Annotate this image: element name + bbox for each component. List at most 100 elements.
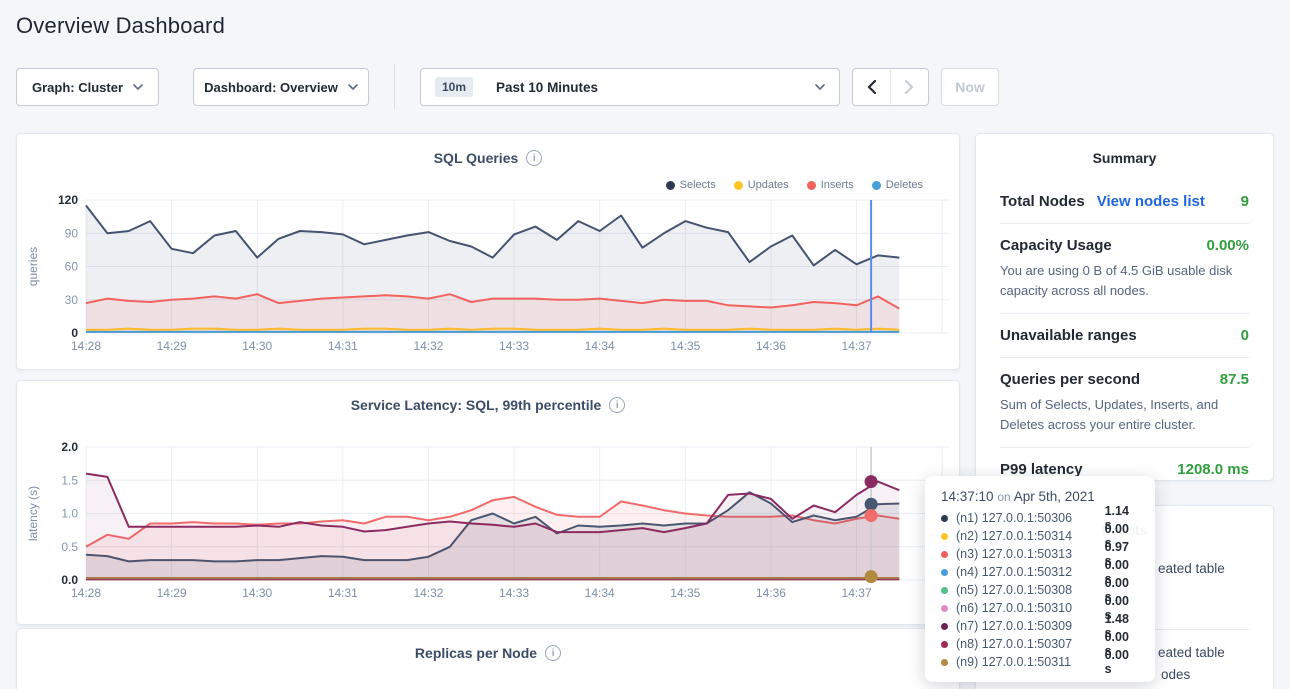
svg-text:14:37: 14:37 <box>842 586 872 600</box>
time-prev-button[interactable] <box>852 68 891 106</box>
chevron-down-icon <box>815 84 825 90</box>
sql-queries-card: SQL Queries i Selects Updates Inserts De… <box>16 133 960 370</box>
svg-text:1.0: 1.0 <box>61 507 78 521</box>
chevron-left-icon <box>867 80 876 94</box>
series-dot <box>941 641 948 648</box>
time-range-picker[interactable]: 10m Past 10 Minutes <box>420 68 840 106</box>
chevron-down-icon <box>348 84 358 90</box>
svg-text:14:36: 14:36 <box>756 586 786 600</box>
svg-text:14:34: 14:34 <box>585 586 615 600</box>
svg-text:14:30: 14:30 <box>242 586 272 600</box>
series-dot <box>941 533 948 540</box>
svg-text:14:35: 14:35 <box>670 586 700 600</box>
series-dot <box>666 181 675 190</box>
unavailable-ranges-label: Unavailable ranges <box>1000 327 1137 344</box>
info-icon[interactable]: i <box>609 397 625 413</box>
series-dot <box>807 181 816 190</box>
summary-panel: Summary Total Nodes View nodes list 9 Ca… <box>975 133 1274 481</box>
capacity-usage-subtext: You are using 0 B of 4.5 GiB usable disk… <box>1000 261 1249 300</box>
series-dot <box>872 181 881 190</box>
info-icon[interactable]: i <box>526 150 542 166</box>
svg-text:14:31: 14:31 <box>328 586 358 600</box>
series-dot <box>941 587 948 594</box>
page-title: Overview Dashboard <box>16 13 225 39</box>
summary-row-unavailable-ranges: Unavailable ranges 0 <box>1000 314 1249 358</box>
graph-dropdown-label: Graph: Cluster <box>32 80 123 95</box>
overview-dashboard-page: Overview Dashboard Graph: Cluster Dashbo… <box>0 0 1290 689</box>
series-dot <box>941 623 948 630</box>
svg-text:queries: queries <box>26 247 40 286</box>
legend-item-deletes[interactable]: Deletes <box>872 179 923 191</box>
summary-row-total-nodes: Total Nodes View nodes list 9 <box>1000 180 1249 224</box>
svg-text:0: 0 <box>71 326 78 340</box>
svg-text:14:29: 14:29 <box>157 339 187 353</box>
capacity-usage-label: Capacity Usage <box>1000 237 1112 254</box>
svg-text:120: 120 <box>58 193 78 207</box>
info-icon[interactable]: i <box>545 645 561 661</box>
legend-item-inserts[interactable]: Inserts <box>807 179 854 191</box>
chart-hover-tooltip: 14:37:10 on Apr 5th, 2021 (n1) 127.0.0.1… <box>925 476 1155 682</box>
svg-text:14:33: 14:33 <box>499 339 529 353</box>
dashboard-dropdown[interactable]: Dashboard: Overview <box>193 68 369 106</box>
svg-text:14:33: 14:33 <box>499 586 529 600</box>
event-item-text: eated table <box>1158 645 1225 660</box>
tooltip-row-n9: (n9) 127.0.0.1:503110.00 s <box>941 653 1139 671</box>
legend-item-updates[interactable]: Updates <box>734 179 789 191</box>
sql-queries-legend: Selects Updates Inserts Deletes <box>666 179 923 191</box>
time-next-button[interactable] <box>890 68 929 106</box>
series-dot <box>941 551 948 558</box>
svg-text:14:32: 14:32 <box>413 586 443 600</box>
svg-text:1.5: 1.5 <box>61 473 78 487</box>
event-item-text: eated table <box>1158 561 1225 576</box>
qps-label: Queries per second <box>1000 371 1140 388</box>
toolbar-divider <box>394 64 395 109</box>
unavailable-ranges-value: 0 <box>1241 327 1249 344</box>
replicas-per-node-card: Replicas per Node i <box>16 628 960 689</box>
svg-text:0.5: 0.5 <box>61 540 78 554</box>
svg-text:14:28: 14:28 <box>71 586 101 600</box>
svg-text:90: 90 <box>65 226 79 240</box>
service-latency-title: Service Latency: SQL, 99th percentile <box>351 397 602 413</box>
svg-text:14:28: 14:28 <box>71 339 101 353</box>
summary-row-qps: Queries per second 87.5 Sum of Selects, … <box>1000 358 1249 448</box>
series-dot <box>941 605 948 612</box>
series-dot <box>941 515 948 522</box>
time-range-badge: 10m <box>435 77 473 97</box>
svg-text:14:32: 14:32 <box>413 339 443 353</box>
svg-text:14:35: 14:35 <box>670 339 700 353</box>
svg-text:14:34: 14:34 <box>585 339 615 353</box>
svg-text:0.0: 0.0 <box>61 573 78 587</box>
chevron-right-icon <box>905 80 914 94</box>
svg-text:latency (s): latency (s) <box>26 486 40 541</box>
view-nodes-list-link[interactable]: View nodes list <box>1097 193 1205 210</box>
svg-text:60: 60 <box>65 260 79 274</box>
summary-title: Summary <box>1000 150 1249 166</box>
replicas-per-node-title: Replicas per Node <box>415 645 537 661</box>
chevron-down-icon <box>133 84 143 90</box>
svg-text:2.0: 2.0 <box>61 440 78 454</box>
dashboard-dropdown-label: Dashboard: Overview <box>204 80 338 95</box>
total-nodes-label: Total Nodes <box>1000 193 1085 210</box>
svg-text:14:31: 14:31 <box>328 339 358 353</box>
svg-text:14:36: 14:36 <box>756 339 786 353</box>
qps-value: 87.5 <box>1220 371 1249 388</box>
service-latency-chart[interactable]: 0.00.51.01.52.014:2814:2914:3014:3114:32… <box>17 421 961 606</box>
series-dot <box>941 659 948 666</box>
now-button[interactable]: Now <box>941 68 999 106</box>
service-latency-card: Service Latency: SQL, 99th percentile i … <box>16 380 960 625</box>
svg-text:30: 30 <box>65 293 79 307</box>
summary-row-capacity: Capacity Usage 0.00% You are using 0 B o… <box>1000 224 1249 314</box>
series-dot <box>941 569 948 576</box>
qps-subtext: Sum of Selects, Updates, Inserts, and De… <box>1000 395 1249 434</box>
svg-text:14:30: 14:30 <box>242 339 272 353</box>
total-nodes-value: 9 <box>1241 193 1249 210</box>
p99-latency-value: 1208.0 ms <box>1177 461 1249 478</box>
tooltip-timestamp: 14:37:10 on Apr 5th, 2021 <box>941 489 1139 504</box>
legend-item-selects[interactable]: Selects <box>666 179 716 191</box>
graph-dropdown[interactable]: Graph: Cluster <box>16 68 159 106</box>
sql-queries-title: SQL Queries <box>434 150 519 166</box>
time-range-label: Past 10 Minutes <box>496 80 598 95</box>
sql-queries-chart[interactable]: 0 30 60 90 120 14:28 14:29 14:30 14:31 14:32 14:33… <box>17 192 961 371</box>
capacity-usage-value: 0.00% <box>1206 237 1249 254</box>
series-dot <box>734 181 743 190</box>
